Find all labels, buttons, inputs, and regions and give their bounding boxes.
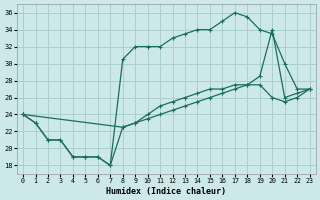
X-axis label: Humidex (Indice chaleur): Humidex (Indice chaleur)	[106, 187, 226, 196]
